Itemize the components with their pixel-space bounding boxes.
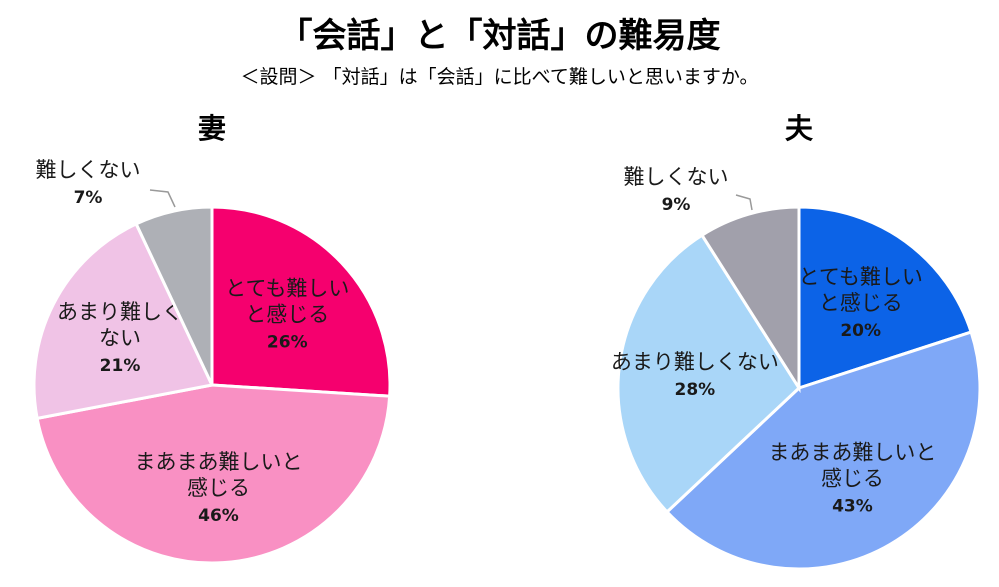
slice-label: まあまあ難しいと感じる 43% xyxy=(768,440,936,516)
slice-label: 難しくない 7% xyxy=(36,158,141,208)
pie-slice xyxy=(134,205,214,386)
slice-label: とても難しいと感じる 20% xyxy=(799,265,923,341)
slice-label: あまり難しくない 28% xyxy=(611,350,779,400)
slice-label: まあまあ難しいと感じる 46% xyxy=(134,450,302,526)
pie-title: 妻 xyxy=(198,112,226,145)
pie-slice xyxy=(35,383,392,565)
slice-label: とても難しいと感じる 26% xyxy=(225,276,349,352)
pie-slice xyxy=(32,221,215,421)
leader-line xyxy=(149,189,176,208)
leader-line xyxy=(735,194,753,211)
pie-slice xyxy=(210,205,392,398)
slice-label: あまり難しくない 21% xyxy=(57,300,183,376)
pie-title: 夫 xyxy=(785,112,814,145)
chart-title: 「会話」と「対話」の難易度 xyxy=(278,16,721,56)
pie-slice xyxy=(616,233,801,515)
pie-slice xyxy=(664,330,982,571)
slice-label: 難しくない 9% xyxy=(624,165,729,215)
chart-subtitle: ＜設問＞ 「対話」は「会話」に比べて難しいと思いますか。 xyxy=(240,66,759,88)
pie-slice xyxy=(699,205,801,394)
pie-slice xyxy=(797,205,974,391)
